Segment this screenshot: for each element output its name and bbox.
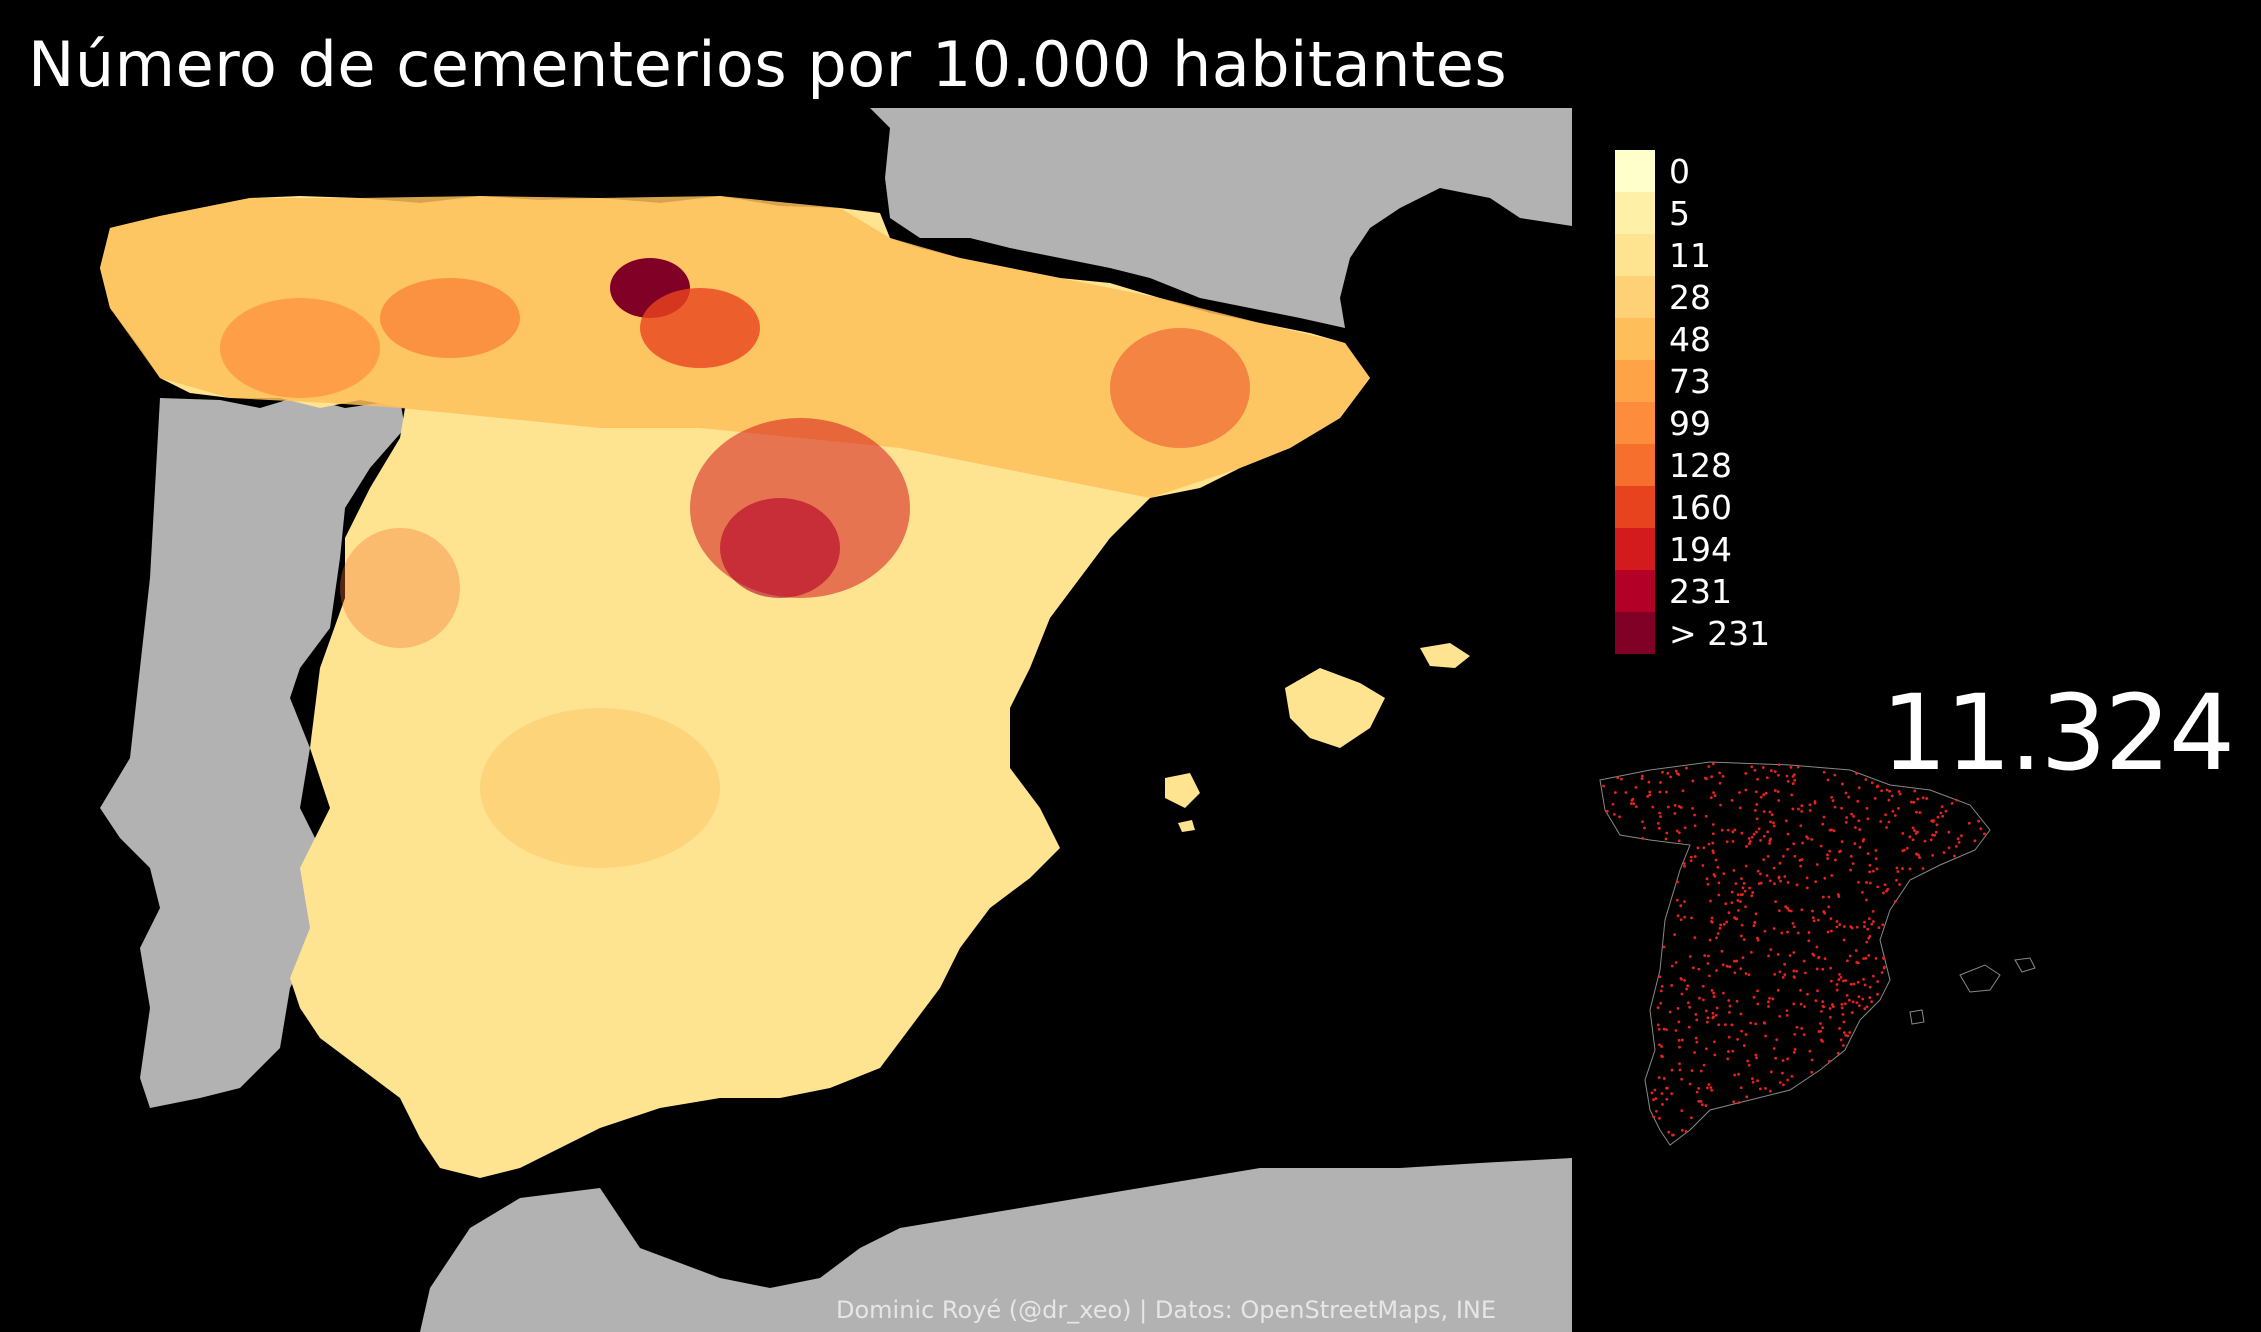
- legend-swatch: [1615, 444, 1655, 486]
- legend-label: 5: [1669, 193, 1690, 233]
- legend-item: 28: [1615, 276, 1770, 318]
- legend-item: 5: [1615, 192, 1770, 234]
- legend-label: 28: [1669, 277, 1711, 317]
- choropleth-map: [100, 108, 1572, 1332]
- legend-label: 11: [1669, 235, 1711, 275]
- inset-balearics: [1909, 957, 2036, 1025]
- source-caption: Dominic Royé (@dr_xeo) | Datos: OpenStre…: [836, 1296, 1497, 1324]
- legend-item: 128: [1615, 444, 1770, 486]
- legend-swatch: [1615, 402, 1655, 444]
- color-legend: 0 5 11 28 48 73 99 128 160 194 231 > 231: [1615, 150, 1770, 654]
- legend-label: 231: [1669, 571, 1732, 611]
- legend-swatch: [1615, 192, 1655, 234]
- legend-swatch: [1615, 360, 1655, 402]
- inset-cemetery-points: [1602, 762, 1986, 1137]
- legend-item: 160: [1615, 486, 1770, 528]
- legend-label: 160: [1669, 487, 1732, 527]
- legend-swatch: [1615, 276, 1655, 318]
- legend-swatch: [1615, 486, 1655, 528]
- legend-label: 99: [1669, 403, 1711, 443]
- legend-item: 99: [1615, 402, 1770, 444]
- legend-item: 231: [1615, 570, 1770, 612]
- legend-label: 194: [1669, 529, 1732, 569]
- legend-label: 0: [1669, 151, 1690, 191]
- legend-swatch: [1615, 150, 1655, 192]
- legend-item: 0: [1615, 150, 1770, 192]
- map-title: Número de cementerios por 10.000 habitan…: [28, 28, 1508, 101]
- legend-swatch: [1615, 318, 1655, 360]
- legend-swatch: [1615, 570, 1655, 612]
- inset-point-map: [1599, 761, 2036, 1146]
- spain-mainland: [100, 196, 1370, 1178]
- balearic-islands: [1165, 643, 1470, 832]
- legend-swatch: [1615, 612, 1655, 654]
- legend-item: 73: [1615, 360, 1770, 402]
- legend-item: 194: [1615, 528, 1770, 570]
- legend-label: > 231: [1669, 613, 1771, 653]
- inset-spain-outline: [1599, 761, 1991, 1146]
- neighbor-land: [100, 108, 1572, 1332]
- legend-item: 11: [1615, 234, 1770, 276]
- legend-swatch: [1615, 528, 1655, 570]
- legend-label: 128: [1669, 445, 1732, 485]
- legend-swatch: [1615, 234, 1655, 276]
- legend-label: 73: [1669, 361, 1711, 401]
- legend-item: > 231: [1615, 612, 1770, 654]
- cemetery-total-count: 11.324: [1881, 672, 2235, 794]
- legend-label: 48: [1669, 319, 1711, 359]
- legend-item: 48: [1615, 318, 1770, 360]
